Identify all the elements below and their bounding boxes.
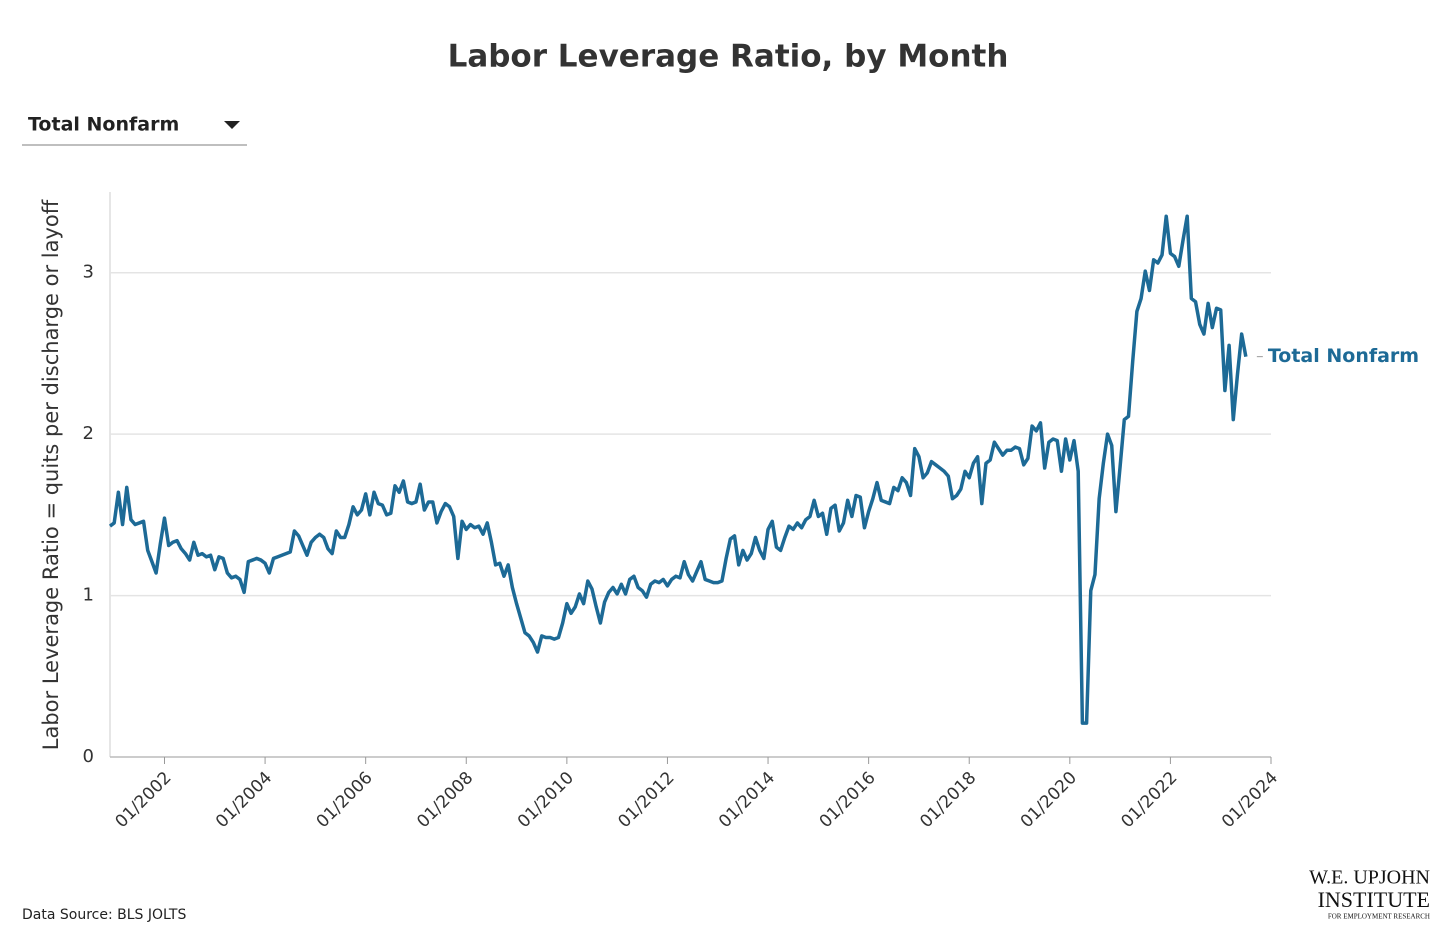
series-line xyxy=(108,214,1248,725)
x-tick-label: 01/2022 xyxy=(1117,768,1181,832)
source: Data Source: BLS JOLTS xyxy=(22,907,186,923)
y-tick-label: 3 xyxy=(83,262,94,283)
x-tick-label: 01/2014 xyxy=(715,768,779,832)
dropdown-value[interactable]: Total Nonfarm xyxy=(28,114,179,136)
x-tick-label: 01/2024 xyxy=(1218,768,1282,832)
x-tick-label: 01/2008 xyxy=(413,768,477,832)
logo: W.E. UPJOHN INSTITUTE FOR EMPLOYMENT RES… xyxy=(1309,867,1430,921)
x-tick-label: 01/2020 xyxy=(1017,768,1081,832)
x-tick-label: 01/2002 xyxy=(111,768,175,832)
dropdown[interactable]: Total Nonfarm xyxy=(22,114,247,146)
chart-title: Labor Leverage Ratio, by Month xyxy=(448,39,1009,75)
logo-line: INSTITUTE xyxy=(1318,887,1430,912)
x-tick-label: 01/2010 xyxy=(514,768,578,832)
x-tick-label: 01/2006 xyxy=(313,768,377,832)
logo-line: W.E. UPJOHN xyxy=(1309,867,1430,889)
y-tick-label: 0 xyxy=(83,746,94,767)
x-tick-label: 01/2012 xyxy=(614,768,678,832)
y-tick-label: 2 xyxy=(83,423,94,444)
logo-line: FOR EMPLOYMENT RESEARCH xyxy=(1328,913,1430,921)
series-label: Total Nonfarm xyxy=(1268,345,1419,367)
y-axis-label: Labor Leverage Ratio = quits per dischar… xyxy=(39,199,63,750)
x-tick-label: 01/2016 xyxy=(816,768,880,832)
x-tick-label: 01/2018 xyxy=(916,768,980,832)
y-tick-label: 1 xyxy=(83,585,94,606)
x-tick-label: 01/2004 xyxy=(212,768,276,832)
dropdown-arrow[interactable] xyxy=(224,121,240,129)
